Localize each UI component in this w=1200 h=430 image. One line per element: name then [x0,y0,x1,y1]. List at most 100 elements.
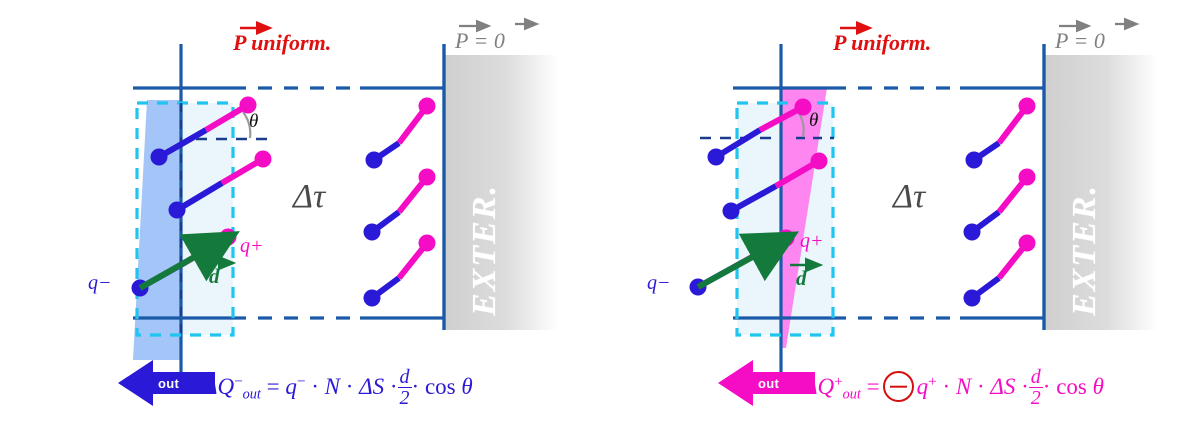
formula-charge-sup: + [928,372,937,390]
displacement-vector-arrow [138,231,240,291]
formula-lhs: ΔQ [804,373,835,399]
formula-lhs-sub: out [842,386,861,403]
formula-frac-den: 2 [397,387,412,409]
dipole-left-1 [707,98,812,166]
charge-positive-dot [777,229,795,247]
charge-positive-dot [1018,168,1036,186]
out-badge-label: out [758,376,780,391]
formula-dot-3: · [389,373,398,399]
angle-theta-label: θ [809,110,819,131]
dipole-left-2 [168,150,272,219]
formula-lhs-sup: − [234,372,243,390]
panel-positive-charge: P uniform. P = 0 Δτ θ q− q+ d EXTER. out… [600,0,1200,430]
panel-negative-charge: P uniform. P = 0 Δτ θ q− q+ d EXTER. out… [88,17,558,409]
angle-theta-label: θ [249,111,259,132]
charge-positive-dot [219,228,237,246]
panel-right-graphics [689,17,1158,406]
charge-positive-label: q+ [240,235,264,257]
out-arrow[interactable] [718,360,815,406]
volume-element-label: Δτ [893,178,926,215]
formula-delta-s: ΔS [990,373,1016,399]
p-uniform-label: P uniform. [833,30,932,55]
dipole-right-2 [363,168,436,241]
charge-positive-dot [254,150,272,168]
formula-dot-2: · [345,373,354,399]
formula-dot-4: · [1042,373,1051,399]
charge-positive-dot [810,152,828,170]
displacement-label: d [796,266,807,290]
angle-arc [242,111,252,139]
charge-negative-dot [707,148,725,166]
charge-positive-dot [418,168,436,186]
formula-lhs-sup: + [834,372,843,390]
displacement-label: d [209,264,220,288]
dipole-right-1 [365,97,436,169]
formula-cos: cos [1056,373,1087,399]
charge-negative-dot [150,148,168,166]
charge-negative-dot [965,151,983,169]
displacement-vector-arrow [696,231,800,290]
formula-charge: q [916,373,929,399]
formula-frac-num: d [1030,366,1041,388]
charge-positive-dot [239,96,257,114]
formula-n: N [955,373,972,399]
charge-positive-dot [1018,234,1036,252]
out-arrow[interactable] [118,360,215,406]
exterior-label: EXTER. [1066,184,1103,316]
dipole-left-1 [150,96,257,166]
formula-dot-3: · [1021,373,1029,399]
charge-negative-dot [963,223,981,241]
charge-negative-label: q− [647,272,671,294]
panel-left-graphics [118,17,558,406]
formula-n: N [324,373,340,399]
dipole-right-3 [363,234,436,307]
formula-dot-1: · [942,373,951,399]
formula-equals: = [266,373,280,399]
charge-positive-dot [1018,97,1036,115]
circled-minus-icon [882,371,914,402]
exterior-label: EXTER. [466,184,503,316]
formula-cos: cos [424,373,456,399]
charge-negative-dot [168,201,186,219]
p-uniform-label: P uniform. [233,30,332,55]
charge-negative-dot [365,151,383,169]
formula-charge-sup: − [296,372,306,390]
p-zero-label: P = 0 [455,28,505,53]
charge-negative-dot [363,223,381,241]
outgoing-charge-slab [781,88,827,348]
selection-box-outline[interactable] [735,101,835,337]
charge-positive-label: q+ [800,230,824,252]
formula-lhs: ΔQ [204,373,235,399]
formula-charge: q [285,373,297,399]
out-badge-label: out [158,376,180,391]
charge-positive-dot [418,97,436,115]
exterior-region [443,55,558,330]
exterior-region [1043,55,1158,330]
charge-negative-dot [722,202,740,220]
formula-dot-2: · [976,373,985,399]
formula-frac-num: d [399,366,410,388]
charge-negative-dot [363,289,381,307]
formula-positive: ΔQ+out = q+ · N · ΔS · d 2 · cos θ [804,366,1104,409]
formula-delta-s: ΔS [359,373,385,399]
charge-positive-dot [418,234,436,252]
formula-theta: θ [1092,373,1104,399]
selection-box-outline[interactable] [135,101,235,337]
dipole-right-1 [965,97,1036,169]
charge-positive-dot [794,98,812,116]
dipole-left-2 [722,152,828,220]
dipole-right-2 [963,168,1036,241]
formula-theta: θ [461,373,473,399]
formula-equals: = [866,373,880,399]
volume-element-label: Δτ [293,178,326,215]
charge-negative-label: q− [88,272,112,294]
dipole-right-3 [963,234,1036,307]
formula-negative: ΔQ−out = q− · N · ΔS · d 2 · cos θ [204,366,473,409]
formula-dot-4: · [411,373,420,399]
outgoing-charge-slab [133,100,181,360]
p-zero-label: P = 0 [1055,28,1105,53]
formula-dot-1: · [311,373,319,399]
